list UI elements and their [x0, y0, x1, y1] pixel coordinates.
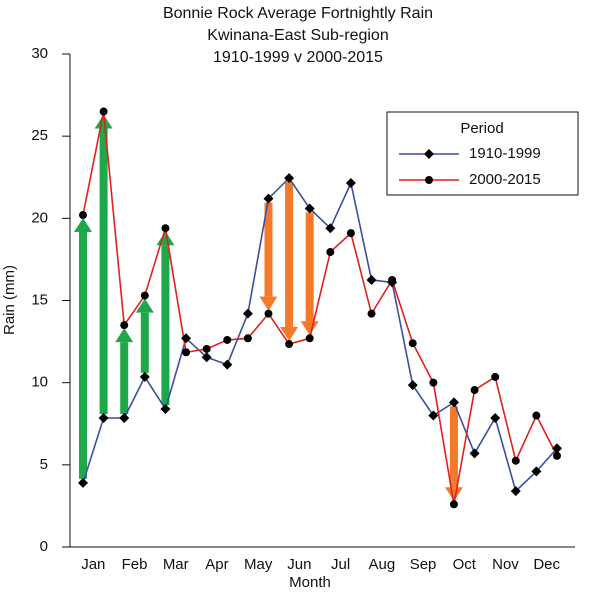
y-tick-label: 30 — [31, 45, 48, 62]
point — [120, 321, 129, 330]
point — [242, 308, 253, 319]
point — [285, 340, 294, 349]
x-tick-label: Oct — [453, 556, 477, 573]
change-arrowhead — [74, 218, 92, 233]
x-tick-label: Apr — [205, 556, 228, 573]
point — [532, 411, 541, 420]
point — [140, 291, 149, 300]
point — [160, 403, 171, 414]
point — [408, 339, 417, 348]
x-tick-label: May — [244, 556, 273, 573]
point — [531, 466, 542, 477]
point — [367, 309, 376, 318]
point — [161, 224, 170, 233]
point — [407, 380, 418, 391]
point — [325, 223, 336, 234]
point — [119, 412, 130, 423]
point — [243, 334, 252, 343]
point — [305, 334, 314, 343]
point — [78, 477, 88, 488]
legend-title: Period — [460, 120, 503, 137]
point — [490, 412, 501, 423]
y-axis-label: Rain (mm) — [1, 265, 18, 335]
point — [139, 371, 150, 382]
x-tick-label: Jul — [331, 556, 350, 573]
change-arrowhead — [115, 328, 134, 343]
change-arrowhead — [259, 296, 278, 311]
y-tick-label: 10 — [31, 374, 48, 391]
x-tick-label: Nov — [492, 556, 519, 573]
point — [222, 359, 233, 370]
point — [304, 203, 315, 214]
x-axis-label: Month — [289, 574, 331, 591]
legend-marker — [424, 149, 434, 159]
x-tick-label: Sep — [410, 556, 437, 573]
point — [201, 352, 212, 363]
point — [470, 386, 479, 395]
point — [448, 397, 459, 408]
point — [366, 274, 377, 285]
point — [449, 500, 458, 509]
point — [552, 443, 562, 454]
x-tick-label: Aug — [368, 556, 395, 573]
y-tick-label: 20 — [31, 209, 48, 226]
point — [99, 107, 108, 116]
x-tick-label: Jan — [81, 556, 105, 573]
point — [429, 378, 438, 387]
point — [428, 410, 439, 421]
change-arrowhead — [94, 114, 113, 129]
series-line — [82, 176, 558, 493]
change-arrowhead — [156, 231, 175, 246]
change-arrowhead — [444, 487, 463, 502]
y-tick-label: 5 — [40, 456, 48, 473]
x-tick-label: Feb — [122, 556, 148, 573]
point — [345, 178, 356, 189]
point — [79, 211, 87, 220]
point — [264, 309, 273, 318]
chart-subtitle: Kwinana-East Sub-region — [207, 27, 388, 44]
change-arrowhead — [280, 327, 299, 342]
chart-title: Bonnie Rock Average Fortnightly Rain — [163, 5, 433, 22]
point — [223, 335, 232, 344]
point — [284, 173, 295, 184]
point — [263, 193, 274, 204]
chart-subtitle: 1910-1999 v 2000-2015 — [213, 49, 383, 66]
change-arrowhead — [135, 298, 154, 313]
point — [553, 451, 561, 460]
point — [388, 275, 397, 284]
point — [181, 333, 192, 344]
change-arrowhead — [300, 321, 319, 336]
point — [491, 372, 500, 381]
x-tick-label: Jun — [287, 556, 311, 573]
y-tick-label: 25 — [31, 127, 48, 144]
x-tick-label: Dec — [533, 556, 560, 573]
y-tick-label: 15 — [31, 291, 48, 308]
y-tick-label: 0 — [40, 538, 48, 555]
legend-label: 1910-1999 — [469, 145, 541, 162]
point — [326, 248, 335, 257]
series-line — [82, 111, 558, 505]
point — [346, 229, 355, 238]
legend-label: 2000-2015 — [469, 171, 541, 188]
x-tick-label: Mar — [163, 556, 189, 573]
point — [510, 486, 521, 497]
point — [182, 348, 191, 357]
point — [511, 456, 520, 465]
legend-marker — [425, 176, 433, 184]
point — [98, 412, 109, 423]
point — [202, 344, 211, 353]
point — [469, 448, 480, 459]
